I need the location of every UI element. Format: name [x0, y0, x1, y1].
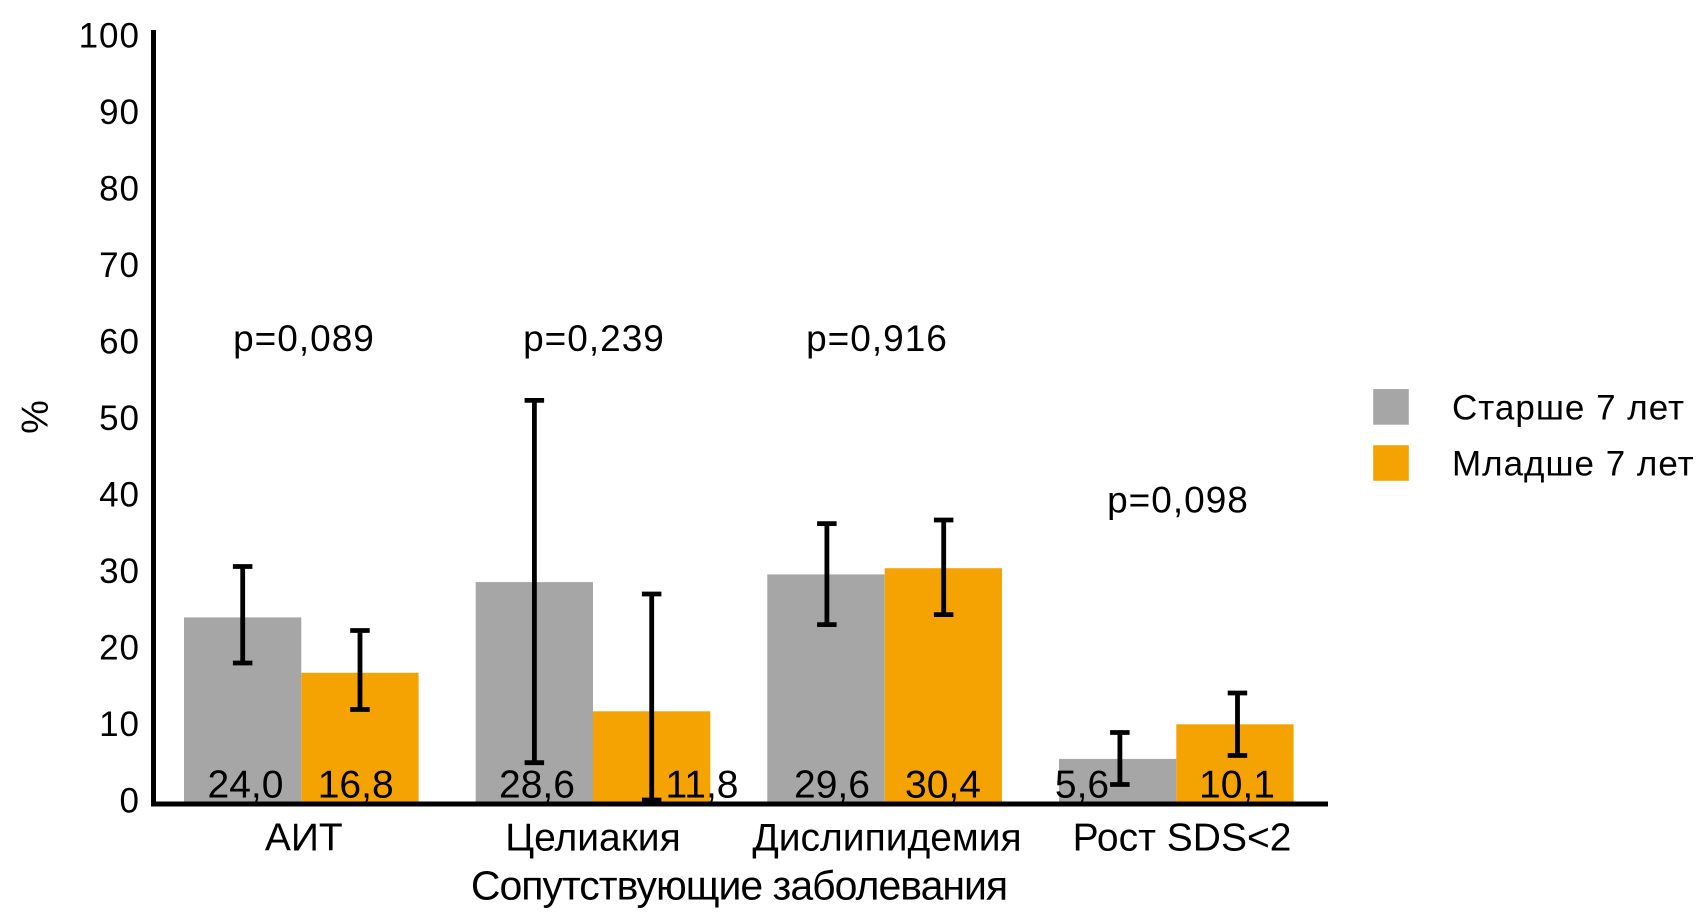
svg-text:АИТ: АИТ — [265, 817, 343, 860]
svg-text:20: 20 — [99, 629, 140, 668]
svg-text:Младше 7 лет: Младше 7 лет — [1452, 445, 1695, 484]
svg-text:28,6: 28,6 — [499, 764, 575, 807]
svg-text:Дислипидемия: Дислипидемия — [752, 817, 1021, 860]
svg-text:0: 0 — [120, 782, 140, 821]
svg-text:16,8: 16,8 — [318, 764, 394, 807]
svg-text:70: 70 — [99, 246, 140, 285]
svg-text:p=0,239: p=0,239 — [523, 318, 665, 359]
svg-text:p=0,089: p=0,089 — [233, 318, 375, 359]
svg-text:90: 90 — [99, 93, 140, 132]
svg-text:30: 30 — [99, 552, 140, 591]
svg-text:Рост SDS<2: Рост SDS<2 — [1073, 817, 1292, 860]
svg-text:Целиакия: Целиакия — [505, 817, 680, 860]
svg-text:Сопутствующие заболевания: Сопутствующие заболевания — [471, 863, 1007, 909]
svg-text:p=0,098: p=0,098 — [1107, 480, 1249, 521]
svg-text:50: 50 — [99, 399, 140, 438]
svg-text:60: 60 — [99, 323, 140, 362]
svg-text:10: 10 — [99, 705, 140, 744]
svg-text:29,6: 29,6 — [794, 764, 870, 807]
svg-text:5,6: 5,6 — [1055, 764, 1109, 807]
svg-text:11,8: 11,8 — [665, 764, 738, 807]
svg-text:%: % — [15, 400, 57, 434]
svg-text:10,1: 10,1 — [1199, 764, 1275, 807]
svg-text:100: 100 — [79, 17, 140, 56]
svg-text:80: 80 — [99, 170, 140, 209]
svg-text:p=0,916: p=0,916 — [806, 318, 948, 359]
svg-text:40: 40 — [99, 476, 140, 515]
svg-text:Старше 7 лет: Старше 7 лет — [1452, 389, 1685, 428]
svg-text:24,0: 24,0 — [208, 764, 284, 807]
svg-text:30,4: 30,4 — [905, 764, 981, 807]
